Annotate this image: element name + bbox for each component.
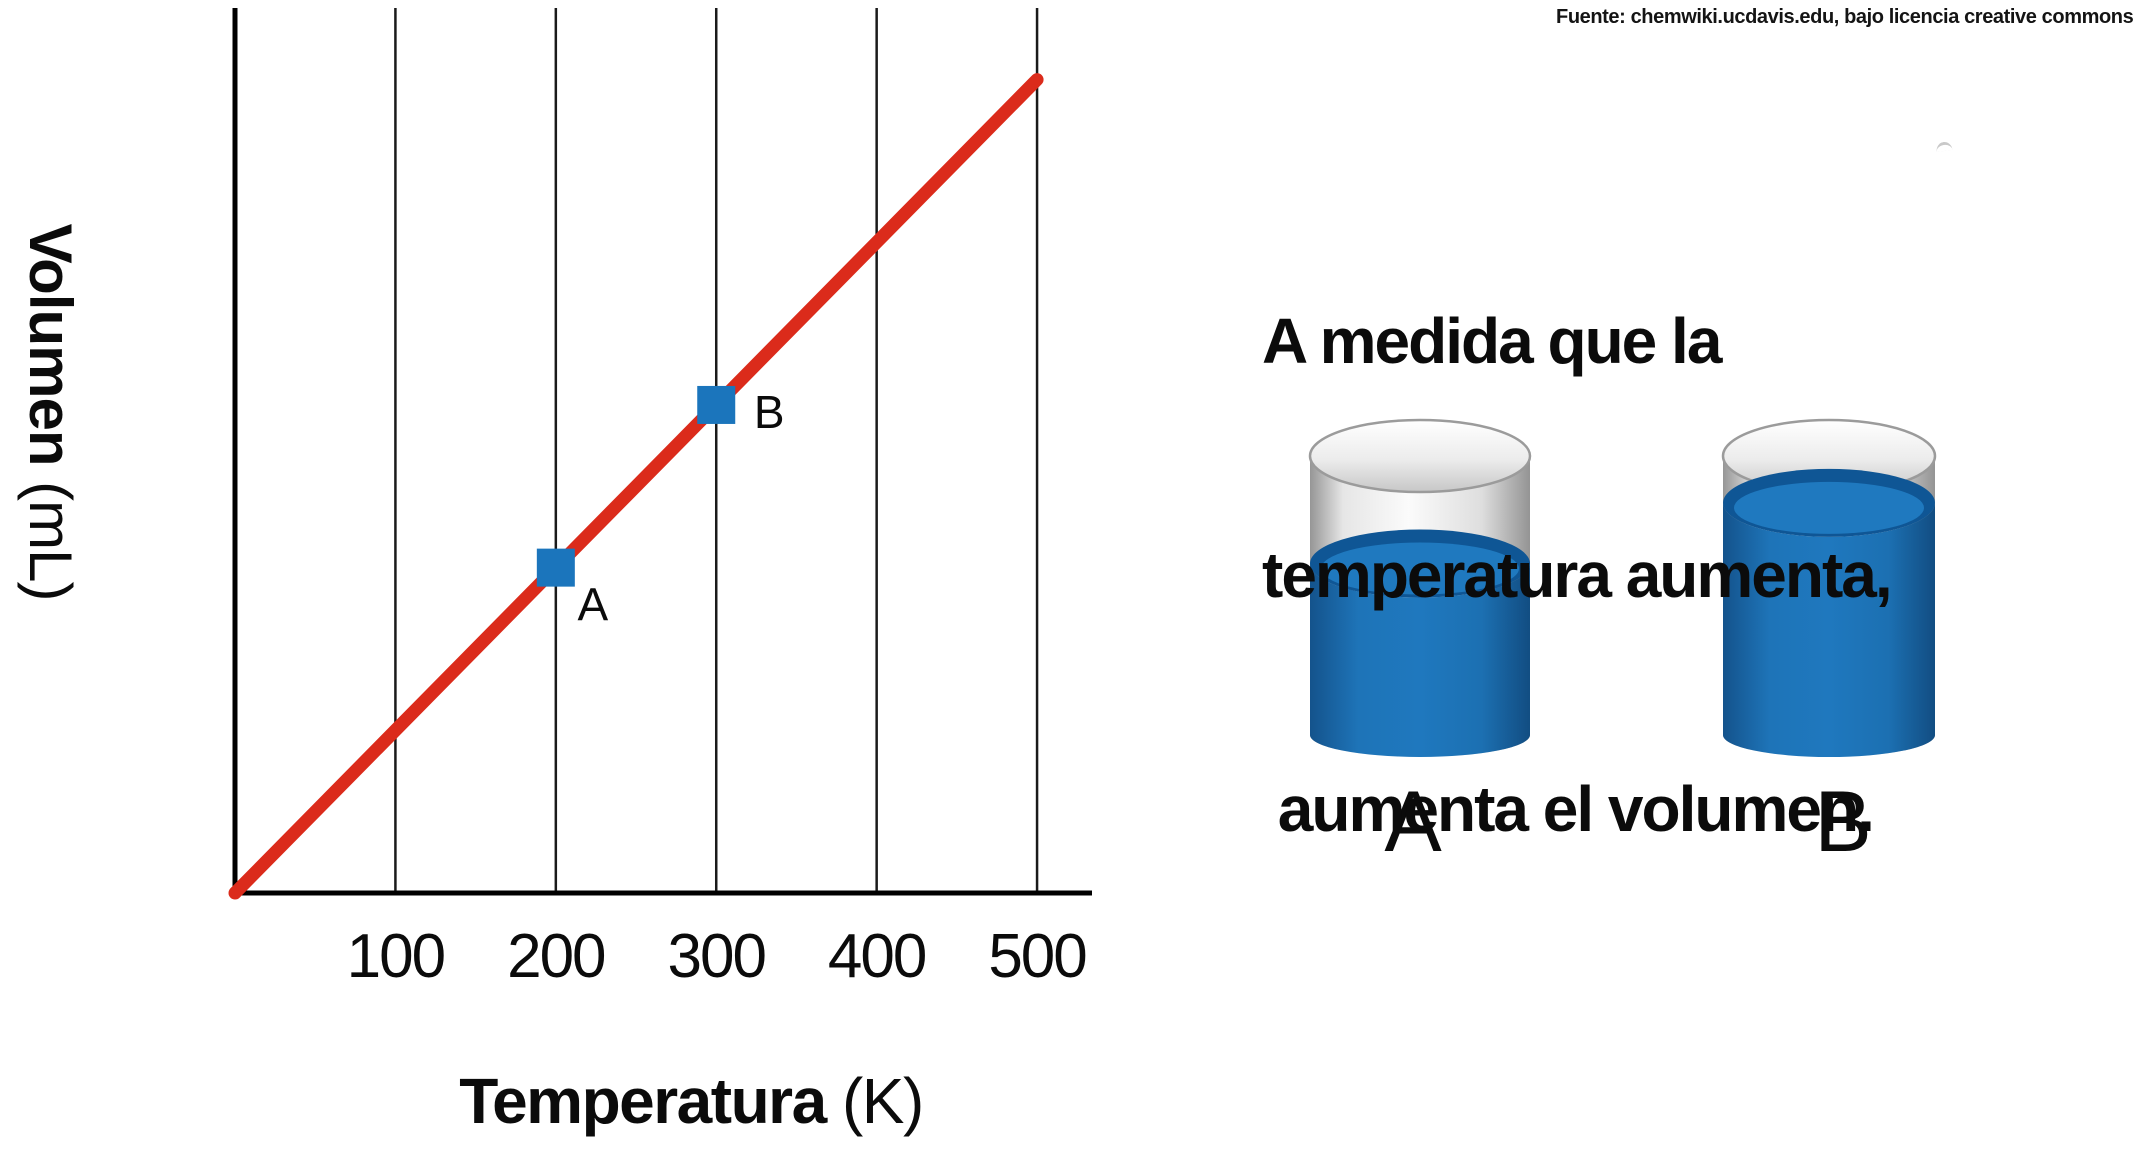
beaker-b-label: B: [1814, 774, 1871, 870]
caption-line-2: temperatura aumenta,: [1262, 539, 1893, 611]
data-point-b: [697, 385, 736, 424]
y-axis-title: Volumen (mL): [17, 224, 84, 601]
x-tick-label-500: 500: [988, 922, 1086, 991]
attribution-text: Fuente: chemwiki.ucdavis.edu, bajo licen…: [1556, 6, 2134, 28]
x-axis-title: Temperatura (K): [459, 1065, 923, 1137]
trend-line: [228, 73, 1044, 900]
beaker-a-liquid-surface: [1321, 542, 1519, 595]
x-tick-label-400: 400: [828, 922, 926, 991]
data-point-a: [536, 548, 575, 587]
x-tick-label-200: 200: [507, 922, 605, 991]
marker-label-a: A: [577, 579, 608, 631]
beaker-b-liquid: [1723, 502, 1935, 757]
beaker-a-rim: [1308, 418, 1532, 494]
caption-line-1: A medida que la: [1262, 305, 1722, 377]
caption: A medida que la temperatura aumenta, aum…: [1262, 146, 1893, 1004]
beaker-a-label: A: [1384, 774, 1442, 870]
x-tick-label-300: 300: [668, 922, 766, 991]
beaker-a-liquid: [1310, 563, 1530, 757]
beaker-b-liquid-surface: [1734, 481, 1924, 534]
marker-label-b: B: [754, 386, 785, 438]
caption-line-3: aumenta el volumen.: [1262, 773, 1875, 845]
x-tick-label-100: 100: [347, 922, 445, 991]
